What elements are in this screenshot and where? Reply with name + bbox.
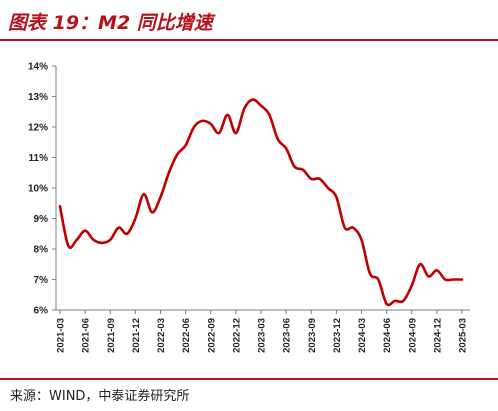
x-tick-label: 2023-09 xyxy=(307,318,318,353)
y-tick-label: 7% xyxy=(34,275,49,286)
x-tick-label: 2022-03 xyxy=(156,318,167,353)
x-tick-label: 2022-06 xyxy=(181,318,192,353)
y-tick-label: 14% xyxy=(28,62,48,73)
x-tick-label: 2021-12 xyxy=(131,318,142,353)
x-tick-label: 2024-09 xyxy=(407,318,418,353)
source-divider xyxy=(0,378,498,380)
y-tick-label: 10% xyxy=(28,184,48,195)
m2-yoy-series-line xyxy=(58,98,464,307)
x-tick-label: 2021-03 xyxy=(56,318,67,353)
y-tick-label: 13% xyxy=(28,92,48,103)
x-tick-label: 2023-03 xyxy=(257,318,268,353)
x-tick-label: 2024-06 xyxy=(382,318,393,353)
title-divider xyxy=(0,39,498,41)
x-tick-label: 2021-06 xyxy=(81,318,92,353)
source-note: 来源：WIND，中泰证券研究所 xyxy=(10,389,190,404)
x-tick-label: 2024-03 xyxy=(357,318,368,353)
x-tick-group: 2021-03 2021-06 2021-09 2021-12 2022-03 2022-… xyxy=(56,310,469,353)
x-tick-label: 2024-12 xyxy=(432,318,443,353)
figure-title: 图表 19：M2 同比增速 xyxy=(8,12,213,34)
y-tick-label: 12% xyxy=(28,123,48,134)
y-tick-group: 6% 7% 8% 9% 10% 11% 12% 13% 14% xyxy=(28,62,56,317)
y-tick-label: 9% xyxy=(34,214,49,225)
x-tick-label: 2022-12 xyxy=(231,318,242,353)
y-tick-label: 6% xyxy=(34,306,49,317)
x-tick-label: 2022-09 xyxy=(206,318,217,353)
x-tick-label: 2023-06 xyxy=(282,318,293,353)
x-tick-label: 2023-12 xyxy=(332,318,343,353)
y-tick-label: 8% xyxy=(34,245,49,256)
x-tick-label: 2025-03 xyxy=(458,318,469,353)
x-tick-label: 2021-09 xyxy=(106,318,117,353)
y-tick-label: 11% xyxy=(29,153,49,164)
